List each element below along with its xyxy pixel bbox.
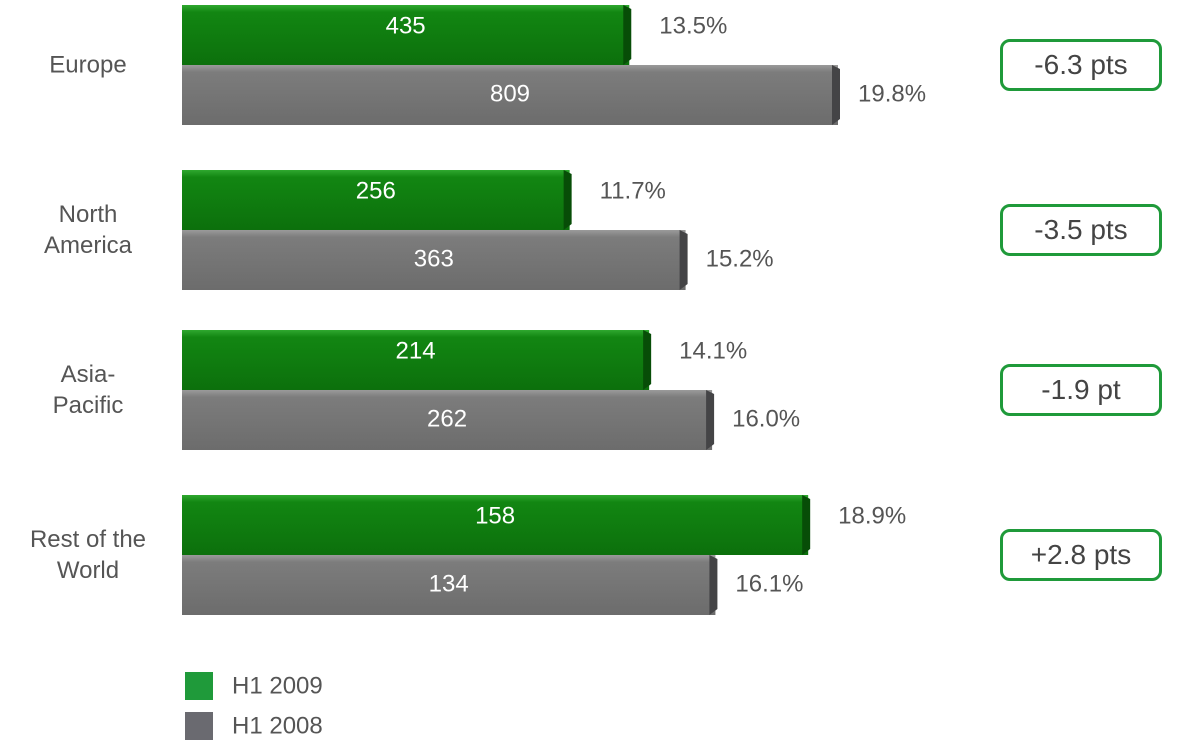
- bar-cap: [832, 65, 840, 125]
- value-label: 13.5%: [659, 12, 727, 39]
- delta-annotation: +2.8 pts: [1000, 529, 1162, 581]
- bar: [182, 330, 650, 390]
- bar: [182, 390, 713, 450]
- legend-swatch: [185, 712, 213, 740]
- value-label: 18.9%: [838, 502, 906, 529]
- legend-label: H1 2008: [232, 712, 323, 739]
- bar-cap: [709, 555, 718, 615]
- category-label: Rest of the World: [29, 526, 147, 584]
- category-label: Europe: [49, 51, 127, 79]
- bar-cap: [563, 170, 572, 230]
- delta-annotation: -1.9 pt: [1000, 364, 1162, 416]
- bar-cap: [623, 5, 632, 65]
- value-label: 16.1%: [735, 570, 803, 597]
- value-label: 11.7%: [600, 177, 666, 204]
- bar-cap: [706, 390, 715, 450]
- bar-amount: 256: [356, 177, 396, 204]
- bar: [182, 230, 686, 290]
- bar: [182, 170, 570, 230]
- legend-label: H1 2009: [232, 672, 323, 699]
- bar-amount: 262: [427, 405, 467, 432]
- bar-amount: 158: [475, 502, 515, 529]
- bar: [182, 5, 630, 65]
- category-label: North America: [43, 201, 133, 259]
- bar: [182, 495, 809, 555]
- bar-amount: 363: [414, 245, 454, 272]
- bar-amount: 435: [386, 12, 426, 39]
- value-label: 14.1%: [679, 337, 747, 364]
- category-label: Asia-Pacific: [52, 361, 124, 419]
- legend-swatch: [185, 672, 213, 700]
- value-label: 16.0%: [732, 405, 800, 432]
- bar-amount: 809: [490, 80, 530, 107]
- delta-annotation: -3.5 pts: [1000, 204, 1162, 256]
- bar: [182, 555, 716, 615]
- bar-cap: [802, 495, 811, 555]
- value-label: 19.8%: [858, 80, 926, 107]
- bar-cap: [643, 330, 652, 390]
- delta-annotation: -6.3 pts: [1000, 39, 1162, 91]
- bar: [182, 65, 838, 125]
- bar-cap: [679, 230, 688, 290]
- value-label: 15.2%: [706, 245, 774, 272]
- bar-amount: 134: [429, 570, 469, 597]
- bar-amount: 214: [396, 337, 436, 364]
